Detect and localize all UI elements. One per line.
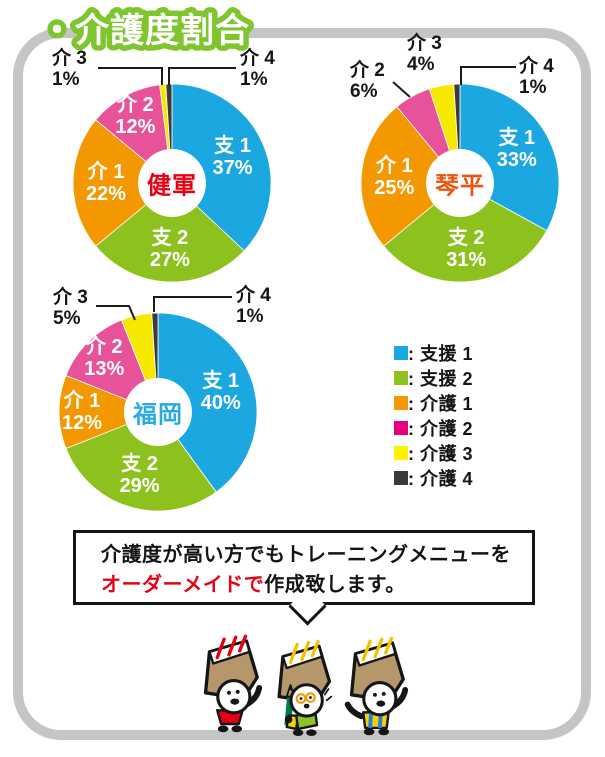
- ext-label-kengun-kai3: 介 3 1%: [52, 48, 87, 90]
- legend-swatch-icon: [394, 395, 408, 410]
- pie-slice-介1: [58, 375, 160, 449]
- legend-swatch-icon: [394, 445, 408, 460]
- ext-label-fukuoka-kai4: 介 4 1%: [236, 285, 271, 327]
- ext-label-kengun-kai4: 介 4 1%: [240, 48, 275, 90]
- pie-slice-介1: [72, 119, 173, 247]
- legend-swatch-icon: [394, 370, 408, 385]
- pie-center-label: 琴平: [435, 172, 485, 200]
- slice-label: 支 2 27%: [149, 226, 190, 271]
- legend-item-kaigo2: : 介護 2: [394, 415, 473, 440]
- ext-label-category: 介 3: [407, 33, 442, 54]
- legend-label: : 介護 4: [408, 468, 474, 489]
- mascot-blue-straps: [344, 637, 409, 736]
- slice-label: 支 2 31%: [446, 226, 487, 271]
- pie-center-label: 健軍: [147, 172, 197, 200]
- legend-swatch-icon: [394, 345, 408, 360]
- ext-label-category: 介 4: [240, 48, 275, 69]
- slice-label: 支 2 29%: [119, 453, 160, 498]
- ext-label-value: 1%: [52, 69, 80, 90]
- callout-highlight: オーダーメイドで: [101, 574, 265, 596]
- pie-slice-支2: [65, 411, 217, 512]
- donut-hole: [124, 378, 192, 446]
- ext-label-value: 4%: [407, 54, 435, 75]
- ext-label-kotohira-kai4: 介 4 1%: [519, 56, 554, 98]
- legend-swatch-icon: [394, 470, 408, 485]
- legend-label: : 支援 1: [408, 343, 474, 364]
- legend-swatch-icon: [394, 420, 408, 435]
- pie-chart-kotohira: [360, 83, 560, 283]
- ext-label-value: 1%: [519, 77, 547, 98]
- slice-label: 支 1 33%: [496, 127, 537, 172]
- ext-label-category: 介 3: [53, 287, 88, 308]
- ext-label-category: 介 3: [52, 48, 87, 69]
- slice-label: 介 1 12%: [61, 390, 103, 434]
- legend-item-kaigo4: : 介護 4: [394, 465, 473, 490]
- pie-chart-fukuoka: [58, 312, 258, 512]
- ext-label-value: 1%: [236, 306, 264, 327]
- page-title: ・介護度割合: [40, 12, 250, 50]
- legend: : 支援 1 : 支援 2 : 介護 1 : 介護 2 : 介護 3 : 介護 …: [394, 340, 473, 490]
- ext-label-value: 6%: [350, 81, 378, 102]
- ext-label-category: 介 4: [519, 56, 554, 77]
- page-title-graphic: ・介護度割合: [36, 7, 255, 56]
- donut-hole: [426, 149, 494, 217]
- mascot-red-scarf: [203, 634, 263, 733]
- slice-label: 支 1 37%: [212, 134, 253, 179]
- legend-item-shien1: : 支援 1: [394, 340, 473, 365]
- callout-line2-rest: 作成致します。: [264, 574, 406, 596]
- ext-label-kotohira-kai2: 介 2 6%: [350, 60, 385, 102]
- pie-chart-kengun: [72, 83, 272, 283]
- pie-slice-介1: [360, 106, 461, 247]
- pie-slice-支1: [171, 83, 272, 252]
- legend-label: : 支援 2: [408, 368, 474, 389]
- ext-label-kotohira-kai3: 介 3 4%: [407, 33, 442, 75]
- slice-label: 支 1 40%: [200, 369, 241, 414]
- legend-item-shien2: : 支援 2: [394, 365, 473, 390]
- slice-label: 介 1 22%: [85, 161, 127, 205]
- mascot-glasses-pencil: [277, 640, 333, 737]
- ext-label-category: 介 4: [236, 285, 271, 306]
- slice-label: 介 2 12%: [115, 94, 156, 139]
- ext-label-fukuoka-kai3: 介 3 5%: [53, 287, 88, 329]
- rounded-frame-border: [13, 28, 591, 740]
- legend-label: : 介護 2: [408, 418, 474, 439]
- ext-label-value: 5%: [53, 308, 81, 329]
- pie-slice-支2: [95, 182, 245, 283]
- slice-label: 介 2 13%: [84, 336, 125, 381]
- callout-line2: オーダーメイドで作成致します。: [76, 570, 532, 600]
- pie-slice-支2: [383, 182, 548, 283]
- slice-label: 介 1 25%: [374, 154, 415, 199]
- legend-item-kaigo1: : 介護 1: [394, 390, 473, 415]
- ext-label-value: 1%: [240, 69, 268, 90]
- legend-item-kaigo3: : 介護 3: [394, 440, 473, 465]
- callout-line1: 介護度が高い方でもトレーニングメニューを: [101, 544, 511, 566]
- pie-slice-支1: [157, 312, 258, 493]
- legend-label: : 介護 3: [408, 443, 474, 464]
- ext-label-category: 介 2: [350, 60, 385, 81]
- legend-label: : 介護 1: [408, 393, 474, 414]
- donut-hole: [138, 149, 206, 217]
- pie-center-label: 福岡: [133, 401, 183, 429]
